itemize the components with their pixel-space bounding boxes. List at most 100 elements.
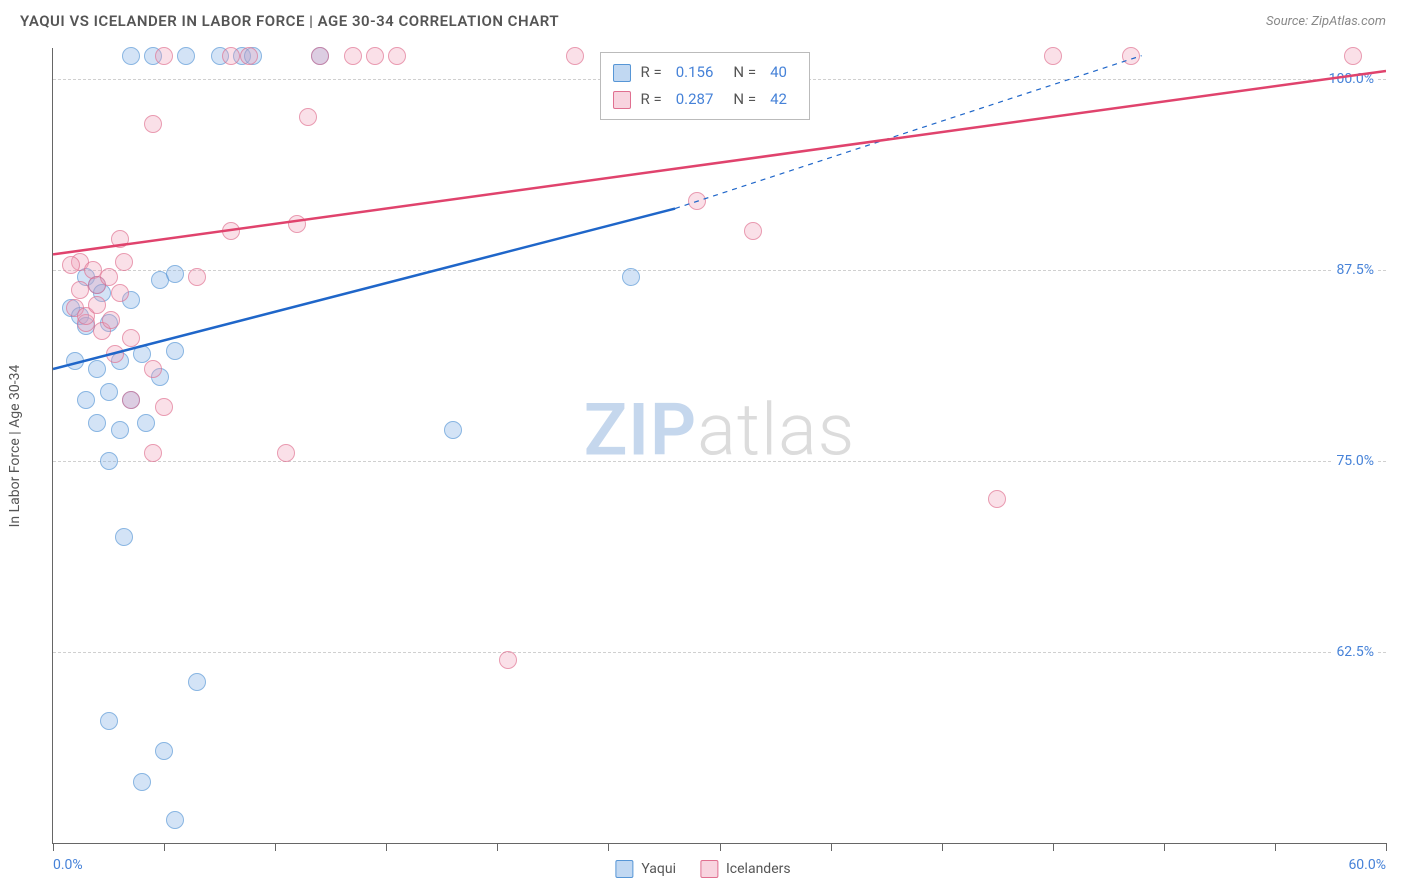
n-label: N = — [733, 59, 756, 86]
data-point — [133, 773, 151, 791]
data-point — [744, 222, 762, 240]
data-point — [100, 712, 118, 730]
r-value: 0.287 — [676, 86, 714, 113]
data-point — [144, 444, 162, 462]
y-tick-label: 75.0% — [1332, 453, 1378, 469]
stats-row: R = 0.287 N = 42 — [613, 86, 797, 113]
data-point — [106, 345, 124, 363]
chart-area: In Labor Force | Age 30-34 62.5%75.0%87.… — [52, 48, 1386, 844]
data-point — [66, 352, 84, 370]
r-label: R = — [641, 86, 662, 113]
data-point — [622, 268, 640, 286]
data-point — [77, 391, 95, 409]
legend-label: Icelanders — [726, 861, 791, 877]
data-point — [288, 215, 306, 233]
legend-swatch — [613, 64, 631, 82]
data-point — [88, 414, 106, 432]
x-tick — [164, 843, 165, 851]
y-tick-label: 100.0% — [1325, 71, 1378, 87]
data-point — [240, 47, 258, 65]
chart-title: YAQUI VS ICELANDER IN LABOR FORCE | AGE … — [20, 12, 559, 30]
data-point — [166, 342, 184, 360]
data-point — [115, 253, 133, 271]
data-point — [122, 47, 140, 65]
data-point — [222, 47, 240, 65]
data-point — [299, 108, 317, 126]
data-point — [122, 391, 140, 409]
gridline — [53, 461, 1386, 462]
data-point — [688, 192, 706, 210]
data-point — [111, 284, 129, 302]
data-point — [100, 383, 118, 401]
data-point — [111, 421, 129, 439]
data-point — [111, 230, 129, 248]
x-tick — [942, 843, 943, 851]
data-point — [88, 360, 106, 378]
data-point — [1122, 47, 1140, 65]
legend-swatch — [613, 91, 631, 109]
data-point — [166, 811, 184, 829]
x-tick — [1386, 843, 1387, 851]
data-point — [100, 452, 118, 470]
data-point — [311, 47, 329, 65]
stats-legend: R = 0.156 N = 40 R = 0.287 N = 42 — [600, 52, 810, 120]
legend-swatch — [615, 860, 633, 878]
data-point — [71, 281, 89, 299]
n-value: 40 — [770, 59, 787, 86]
x-tick — [497, 843, 498, 851]
source-label: Source: ZipAtlas.com — [1266, 14, 1386, 29]
data-point — [188, 268, 206, 286]
x-tick — [720, 843, 721, 851]
data-point — [155, 742, 173, 760]
data-point — [102, 311, 120, 329]
data-point — [144, 115, 162, 133]
stats-row: R = 0.156 N = 40 — [613, 59, 797, 86]
x-tick — [53, 843, 54, 851]
y-axis-title: In Labor Force | Age 30-34 — [7, 364, 23, 527]
data-point — [62, 256, 80, 274]
data-point — [988, 490, 1006, 508]
y-tick-label: 87.5% — [1332, 262, 1378, 278]
x-tick — [831, 843, 832, 851]
data-point — [166, 265, 184, 283]
x-tick — [1164, 843, 1165, 851]
data-point — [1044, 47, 1062, 65]
data-point — [155, 398, 173, 416]
data-point — [388, 47, 406, 65]
bottom-legend: Yaqui Icelanders — [615, 860, 790, 878]
x-tick — [386, 843, 387, 851]
data-point — [344, 47, 362, 65]
data-point — [499, 651, 517, 669]
x-max-label: 60.0% — [1348, 857, 1386, 873]
data-point — [566, 47, 584, 65]
data-point — [277, 444, 295, 462]
legend-label: Yaqui — [641, 861, 676, 877]
legend-swatch — [700, 860, 718, 878]
r-value: 0.156 — [676, 59, 714, 86]
data-point — [366, 47, 384, 65]
data-point — [1344, 47, 1362, 65]
legend-item: Yaqui — [615, 860, 676, 878]
x-tick — [1275, 843, 1276, 851]
gridline — [53, 652, 1386, 653]
n-label: N = — [733, 86, 756, 113]
data-point — [115, 528, 133, 546]
data-point — [122, 329, 140, 347]
x-tick — [608, 843, 609, 851]
data-point — [137, 414, 155, 432]
x-min-label: 0.0% — [53, 857, 83, 873]
legend-item: Icelanders — [700, 860, 791, 878]
r-label: R = — [641, 59, 662, 86]
data-point — [177, 47, 195, 65]
data-point — [222, 222, 240, 240]
y-tick-label: 62.5% — [1332, 644, 1378, 660]
x-tick — [275, 843, 276, 851]
data-point — [188, 673, 206, 691]
data-point — [155, 47, 173, 65]
data-point — [88, 296, 106, 314]
data-point — [144, 360, 162, 378]
data-point — [444, 421, 462, 439]
n-value: 42 — [770, 86, 787, 113]
gridline — [53, 270, 1386, 271]
x-tick — [1053, 843, 1054, 851]
